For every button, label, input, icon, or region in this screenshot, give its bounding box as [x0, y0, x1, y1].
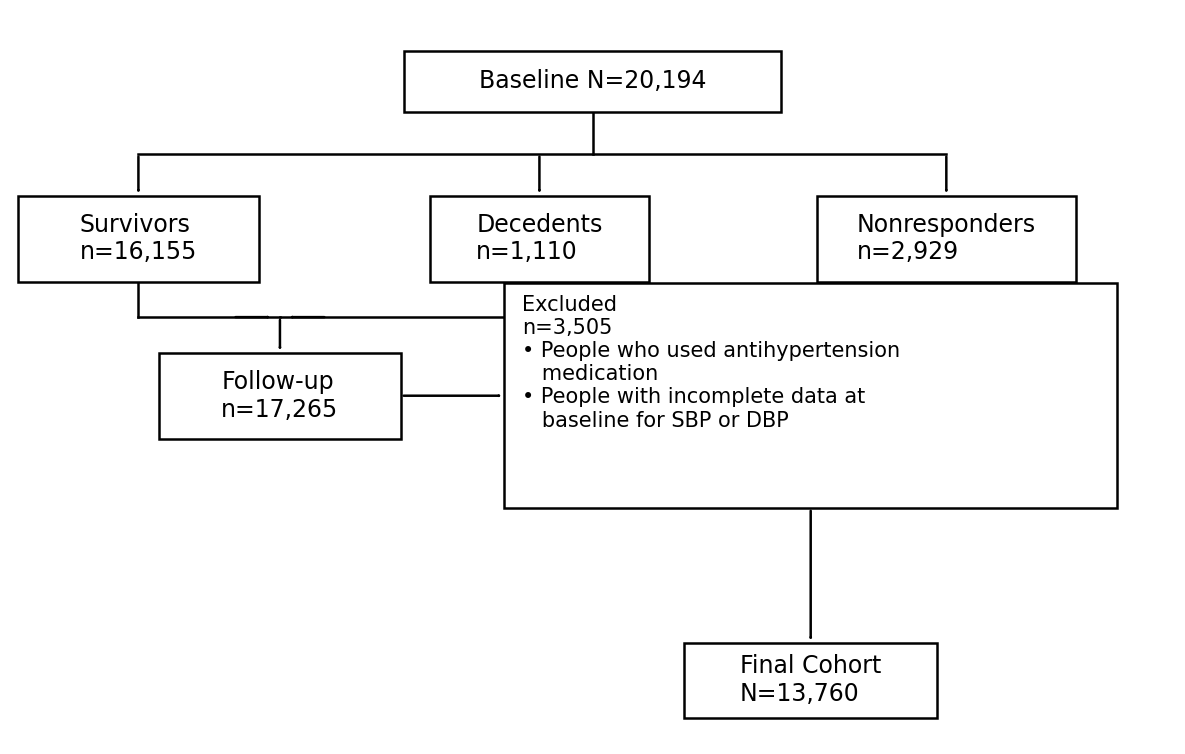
Text: Decedents
n=1,110: Decedents n=1,110 — [476, 213, 603, 265]
FancyBboxPatch shape — [430, 195, 648, 281]
Text: Final Cohort
N=13,760: Final Cohort N=13,760 — [739, 654, 882, 706]
Text: Nonresponders
n=2,929: Nonresponders n=2,929 — [857, 213, 1036, 265]
Text: Follow-up
n=17,265: Follow-up n=17,265 — [222, 369, 339, 421]
FancyBboxPatch shape — [404, 51, 781, 112]
FancyBboxPatch shape — [684, 642, 937, 718]
FancyBboxPatch shape — [18, 195, 260, 281]
Text: Baseline N=20,194: Baseline N=20,194 — [479, 69, 706, 93]
FancyBboxPatch shape — [504, 284, 1117, 508]
Text: Excluded
n=3,505
• People who used antihypertension
   medication
• People with : Excluded n=3,505 • People who used antih… — [521, 295, 899, 431]
FancyBboxPatch shape — [159, 353, 401, 439]
FancyBboxPatch shape — [816, 195, 1076, 281]
Text: Survivors
n=16,155: Survivors n=16,155 — [79, 213, 197, 265]
